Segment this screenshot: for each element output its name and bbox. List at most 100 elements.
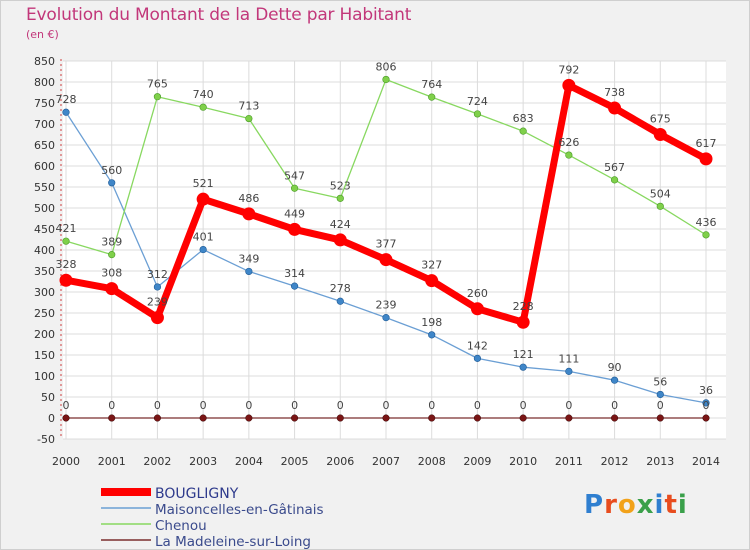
data-point [59,273,73,287]
data-point [153,414,161,422]
logo-letter: r [604,490,618,520]
chart-unit-label: (en €) [26,28,59,41]
data-label: 521 [193,177,214,190]
y-tick-label: 350 [34,265,55,278]
data-label: 449 [284,207,305,220]
data-point [336,194,344,202]
y-tick-label: 850 [34,55,55,68]
data-point [516,315,530,329]
x-tick-label: 2003 [189,455,217,468]
data-point [379,253,393,267]
y-tick-label: 150 [34,349,55,362]
data-point [382,314,390,322]
y-tick-label: 0 [48,412,55,425]
data-point [245,414,253,422]
data-label: 792 [558,63,579,76]
logo-letter: P [584,490,605,520]
data-point [699,152,713,166]
data-label: 626 [558,136,579,149]
data-label: 389 [101,236,122,249]
data-label: 142 [467,339,488,352]
x-tick-label: 2007 [372,455,400,468]
data-label: 806 [376,60,397,73]
x-tick-label: 2010 [509,455,537,468]
data-point [382,75,390,84]
data-label: 436 [696,216,717,229]
data-point [610,176,619,184]
data-label: 111 [558,352,579,365]
data-point [608,101,622,115]
legend-label: La Madeleine-sur-Loing [155,534,311,550]
y-tick-label: 100 [34,370,55,383]
data-point [62,414,70,422]
data-point [425,274,439,288]
logo-letter: i [654,490,665,520]
data-label: 765 [147,78,168,91]
data-label: 0 [657,399,664,412]
data-label: 764 [421,78,442,91]
data-point [473,354,482,362]
data-label: 401 [193,231,214,244]
y-tick-label: 800 [34,76,55,89]
data-label: 198 [421,316,442,329]
y-tick-label: 700 [34,118,55,131]
proxiti-logo: Proxiti [584,490,688,520]
data-point [702,399,710,407]
data-point [473,110,482,118]
data-label: 0 [520,399,527,412]
x-tick-label: 2009 [463,455,491,468]
data-label: 0 [703,399,710,412]
data-label: 724 [467,95,488,108]
data-point [656,202,664,210]
x-tick-label: 2000 [52,455,80,468]
x-tick-label: 2008 [418,455,446,468]
data-label: 0 [428,399,435,412]
y-tick-label: 500 [34,202,55,215]
data-label: 312 [147,268,168,281]
data-point [288,222,302,236]
data-label: 278 [330,282,351,295]
legend-label: Maisoncelles-en-Gâtinais [155,502,324,518]
logo-letter: o [617,490,637,520]
data-point [290,184,299,192]
y-tick-label: 400 [34,244,55,257]
logo-letter: x [636,490,655,520]
data-label: 327 [421,259,442,272]
data-point [473,414,481,422]
y-tick-label: 250 [34,307,55,320]
x-tick-label: 2001 [98,455,126,468]
data-point [153,93,162,101]
data-label: 504 [650,187,671,200]
data-label: 0 [154,399,161,412]
x-tick-label: 2004 [235,455,263,468]
data-point [242,207,256,221]
chart-title: Evolution du Montant de la Dette par Hab… [26,5,412,25]
logo-letter: i [677,490,688,520]
data-label: 377 [376,238,397,251]
data-label: 0 [611,399,618,412]
data-label: 617 [696,137,717,150]
data-point [565,367,573,375]
data-label: 0 [337,399,344,412]
data-point [519,127,527,135]
data-label: 328 [56,258,77,271]
data-point [336,297,344,305]
data-label: 728 [56,93,77,106]
data-point [62,108,70,116]
data-label: 239 [376,299,397,312]
data-point [333,233,347,247]
data-point [108,414,116,422]
data-point [656,390,664,399]
data-label: 740 [193,88,214,101]
x-tick-label: 2012 [601,455,629,468]
data-label: 90 [608,361,622,374]
data-point [565,151,573,159]
data-label: 121 [513,348,534,361]
data-label: 713 [238,100,259,113]
data-point [199,103,207,111]
x-tick-label: 2006 [326,455,354,468]
y-tick-label: 200 [34,328,55,341]
legend-label: BOUGLIGNY [155,486,239,502]
data-label: 228 [513,300,534,313]
data-label: 36 [699,384,713,397]
